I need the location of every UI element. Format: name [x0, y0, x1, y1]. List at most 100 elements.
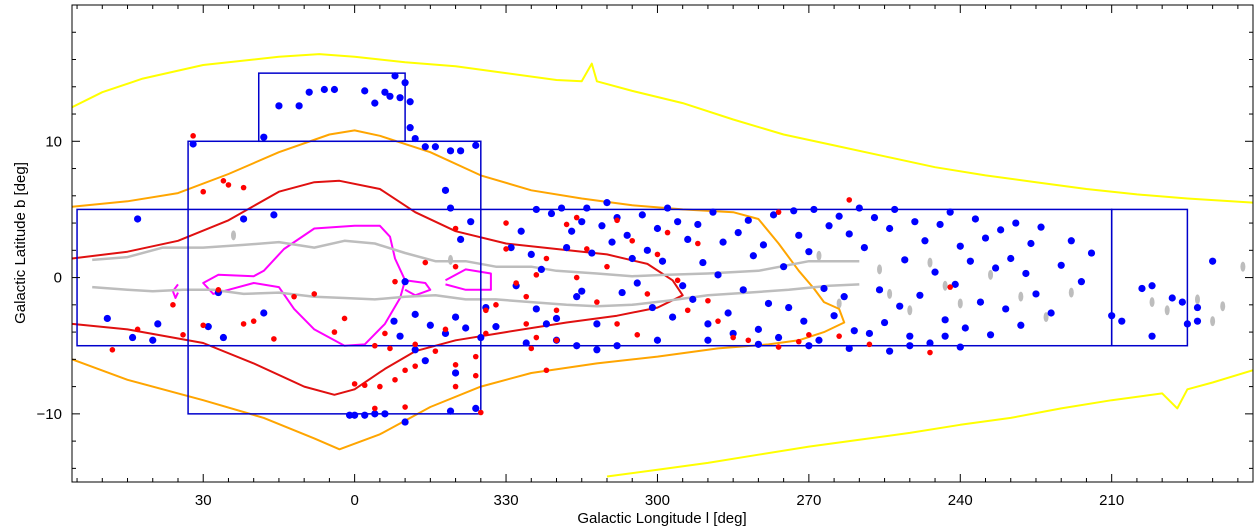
blue-data-point: [149, 336, 157, 344]
blue-data-point: [674, 218, 682, 226]
red-contour-line: [72, 179, 684, 396]
blue-data-point: [381, 88, 389, 96]
gray-contour-blob: [1164, 305, 1170, 316]
red-data-point: [553, 337, 560, 344]
red-data-point: [377, 383, 383, 390]
blue-data-point: [845, 230, 853, 238]
blue-data-point: [1178, 298, 1186, 306]
x-axis-title: Galactic Longitude l [deg]: [577, 510, 746, 527]
blue-data-point: [396, 332, 404, 340]
blue-data-point: [729, 329, 737, 338]
blue-data-point: [886, 224, 894, 233]
blue-data-point: [578, 218, 586, 226]
plot-frame: [71, 4, 1254, 483]
blue-data-point: [714, 271, 722, 279]
gray-contour-blob: [1194, 294, 1200, 305]
blue-data-point: [855, 204, 863, 212]
red-data-point: [271, 336, 277, 342]
red-data-point: [361, 382, 368, 389]
red-data-point: [654, 251, 661, 258]
blue-data-point: [593, 346, 601, 354]
blue-data-point: [1168, 294, 1176, 302]
blue-data-point: [704, 336, 712, 344]
red-data-point: [483, 330, 489, 337]
blue-data-point: [668, 313, 677, 321]
blue-data-point: [522, 339, 530, 347]
blue-data-point: [1057, 261, 1065, 269]
blue-data-point: [628, 254, 636, 263]
blue-data-point: [1193, 317, 1202, 325]
red-data-point: [170, 302, 176, 308]
blue-data-point: [396, 94, 404, 102]
blue-data-point: [901, 256, 909, 264]
magenta-contour-line: [445, 268, 492, 291]
gray-contour-blob: [816, 250, 822, 261]
blue-data-point: [956, 242, 964, 250]
red-data-point: [392, 376, 398, 383]
blue-data-point: [320, 85, 328, 94]
blue-data-point: [1027, 239, 1035, 248]
blue-data-point: [568, 227, 576, 235]
gray-contour-blob: [877, 264, 883, 275]
blue-data-point: [906, 332, 914, 340]
blue-data-point: [976, 298, 985, 306]
red-data-point: [331, 329, 338, 335]
blue-data-point: [406, 98, 414, 106]
red-data-point: [523, 321, 530, 327]
red-data-point: [442, 326, 449, 333]
red-data-point: [634, 332, 641, 338]
blue-data-point: [805, 342, 813, 350]
red-data-point: [200, 188, 207, 195]
blue-data-point: [401, 79, 409, 87]
blue-data-point: [390, 317, 398, 325]
blue-data-point: [603, 199, 611, 207]
blue-data-point: [446, 204, 455, 212]
x-tick-label: 330: [494, 492, 519, 509]
blue-data-point: [260, 133, 268, 141]
red-data-point: [422, 259, 429, 266]
blue-data-point: [441, 329, 450, 338]
blue-data-point: [1108, 312, 1116, 320]
blue-data-point: [870, 214, 879, 222]
blue-data-point: [971, 215, 980, 223]
magenta-contour-line: [404, 279, 432, 297]
blue-data-point: [1118, 317, 1126, 325]
blue-data-point: [1067, 237, 1075, 245]
blue-data-point: [381, 410, 389, 418]
blue-data-point: [694, 220, 702, 229]
blue-data-point: [911, 218, 919, 226]
blue-data-point: [552, 314, 561, 323]
blue-data-point: [345, 411, 354, 419]
blue-data-point: [1047, 309, 1055, 317]
blue-data-point: [754, 325, 762, 333]
blue-data-point: [1032, 290, 1040, 298]
red-data-point: [382, 330, 388, 337]
red-data-point: [533, 334, 540, 341]
blue-data-point: [573, 293, 581, 301]
blue-data-point: [391, 72, 399, 80]
gray-contour-line: [92, 283, 860, 308]
gray-contour-blob: [1149, 297, 1155, 308]
blue-data-point: [966, 257, 974, 265]
gray-contour-blob: [957, 298, 963, 309]
blue-data-point: [467, 218, 475, 226]
red-data-point: [553, 307, 560, 314]
red-data-point: [775, 209, 782, 215]
red-data-point: [478, 409, 484, 416]
red-data-point: [250, 318, 257, 324]
gray-contour-blob: [1240, 261, 1246, 272]
blue-data-point: [1087, 249, 1096, 257]
y-tick-label: 0: [54, 270, 62, 287]
blue-data-point: [563, 243, 571, 252]
red-data-point: [543, 255, 550, 262]
blue-data-point: [472, 141, 480, 149]
blue-data-point: [663, 204, 672, 212]
blue-data-point: [825, 222, 833, 230]
blue-data-point: [886, 347, 894, 355]
blue-data-point: [754, 340, 762, 348]
blue-data-point: [1022, 269, 1030, 278]
red-data-point: [311, 291, 318, 297]
red-data-point: [745, 337, 752, 344]
blue-data-point: [492, 323, 500, 331]
red-data-point: [483, 307, 489, 314]
